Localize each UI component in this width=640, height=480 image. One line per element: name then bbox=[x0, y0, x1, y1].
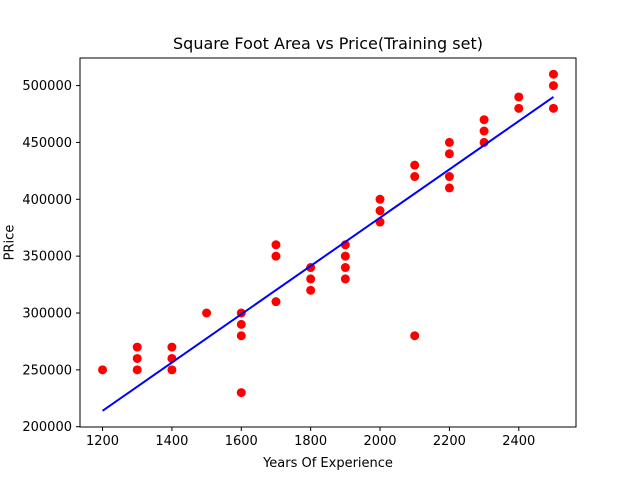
x-tick-label: 2200 bbox=[433, 434, 466, 449]
y-tick-label: 200000 bbox=[22, 420, 72, 435]
x-tick-label: 1800 bbox=[294, 434, 327, 449]
data-point bbox=[514, 103, 524, 113]
y-axis-label: PRice bbox=[3, 225, 18, 261]
data-point bbox=[340, 263, 350, 273]
data-point bbox=[132, 353, 142, 363]
data-point bbox=[236, 331, 246, 341]
chart-title: Square Foot Area vs Price(Training set) bbox=[173, 34, 483, 53]
data-point bbox=[548, 69, 558, 79]
y-tick-label: 450000 bbox=[22, 136, 72, 151]
data-point bbox=[375, 194, 385, 204]
data-point bbox=[132, 365, 142, 375]
data-point bbox=[271, 240, 281, 250]
y-tick-label: 300000 bbox=[22, 307, 72, 322]
x-tick-label: 2000 bbox=[363, 434, 396, 449]
data-point bbox=[548, 103, 558, 113]
data-point bbox=[444, 137, 454, 147]
data-point bbox=[514, 92, 524, 102]
y-tick-label: 350000 bbox=[22, 250, 72, 265]
plot-area bbox=[98, 69, 558, 412]
x-axis-label: Years Of Experience bbox=[262, 456, 393, 471]
regression-line bbox=[101, 96, 555, 412]
data-point bbox=[306, 285, 316, 295]
data-point bbox=[98, 365, 108, 375]
x-tick-label: 1200 bbox=[86, 434, 119, 449]
data-point bbox=[410, 172, 420, 182]
data-point bbox=[444, 183, 454, 193]
x-tick-label: 1400 bbox=[155, 434, 188, 449]
data-point bbox=[271, 251, 281, 261]
data-point bbox=[444, 172, 454, 182]
data-point bbox=[167, 342, 177, 352]
data-point bbox=[202, 308, 212, 318]
y-tick-label: 250000 bbox=[22, 363, 72, 378]
data-point bbox=[271, 297, 281, 307]
data-point bbox=[548, 81, 558, 91]
data-point bbox=[410, 160, 420, 170]
axes-frame bbox=[79, 57, 577, 428]
x-tick-label: 2400 bbox=[502, 434, 535, 449]
data-point bbox=[410, 331, 420, 341]
data-point bbox=[479, 126, 489, 136]
data-point bbox=[132, 342, 142, 352]
axes: 1200 1400 1600 1800 2000 2200 2400 200000 250000… bbox=[22, 57, 577, 449]
y-tick-label: 500000 bbox=[22, 79, 72, 94]
data-point bbox=[236, 319, 246, 329]
data-point bbox=[444, 149, 454, 159]
data-point bbox=[479, 115, 489, 125]
x-tick-label: 1600 bbox=[225, 434, 258, 449]
data-point bbox=[340, 251, 350, 261]
y-tick-label: 400000 bbox=[22, 193, 72, 208]
data-point bbox=[375, 206, 385, 216]
data-point bbox=[340, 274, 350, 284]
data-point bbox=[306, 274, 316, 284]
data-point bbox=[167, 365, 177, 375]
data-point bbox=[236, 388, 246, 398]
